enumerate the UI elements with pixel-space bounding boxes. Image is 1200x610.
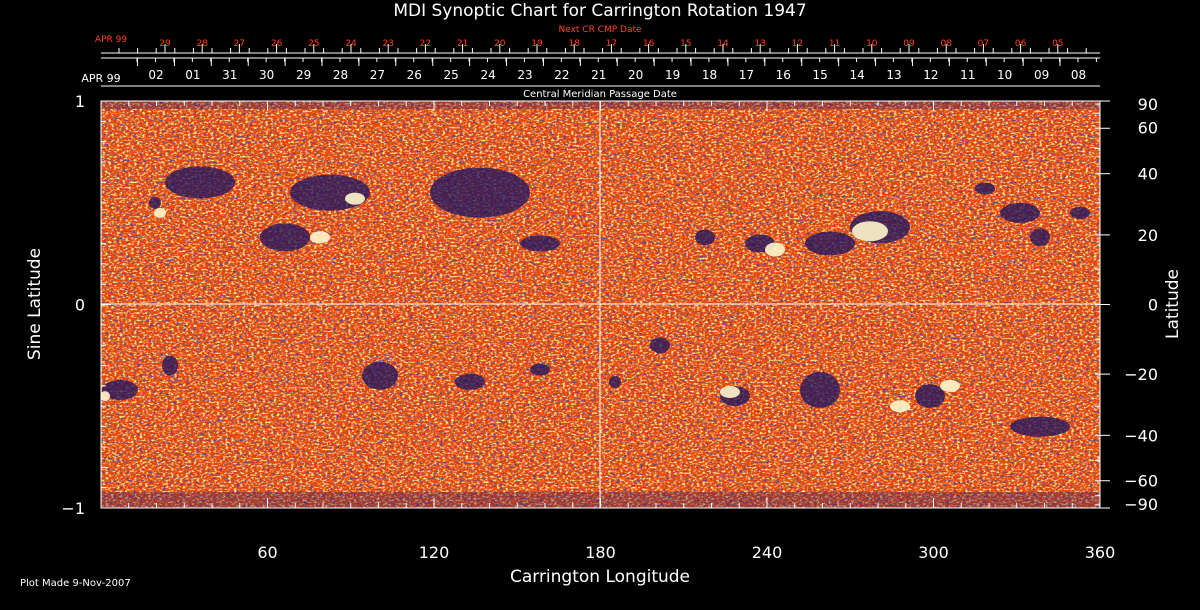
cmp-date-label: 17 [739, 68, 754, 82]
next-cr-axis-label: Next CR CMP Date [558, 25, 642, 35]
y-axis-left-label: Sine Latitude [25, 248, 45, 360]
next-cr-date-label: 12 [792, 39, 803, 49]
next-cr-date-label: 09 [903, 39, 915, 49]
cmp-month: APR 99 [81, 72, 120, 85]
x-tick-label: 300 [918, 543, 949, 562]
chart-title: MDI Synoptic Chart for Carrington Rotati… [393, 1, 806, 21]
cmp-date-label: 08 [1071, 68, 1086, 82]
next-cr-date-label: 18 [568, 39, 580, 49]
next-cr-date-label: 29 [159, 39, 171, 49]
cmp-date-label: 25 [444, 68, 459, 82]
y-right-tick-label: −20 [1124, 365, 1158, 384]
cmp-date-label: 22 [554, 68, 569, 82]
x-tick-label: 120 [419, 543, 450, 562]
cmp-date-label: 10 [997, 68, 1012, 82]
x-axis: 60 120 180 240 300 360 [128, 101, 1116, 562]
cmp-date-label: 13 [886, 68, 901, 82]
y-right-tick-label: −60 [1124, 472, 1158, 491]
x-tick-label: 180 [585, 543, 616, 562]
cmp-date-label: 27 [370, 68, 385, 82]
next-cr-date-label: 06 [1015, 39, 1027, 49]
next-cr-date-label: 13 [754, 39, 765, 49]
next-cr-date-label: 08 [940, 39, 952, 49]
x-tick-label: 240 [752, 543, 783, 562]
x-tick-label: 360 [1085, 543, 1116, 562]
cmp-date-axis: APR 99 02 01 31 30 29 28 27 26 25 24 23 22 21 20 19 18 1… [81, 57, 1100, 100]
y-right-tick-label: 20 [1138, 226, 1158, 245]
cmp-date-label: 16 [776, 68, 791, 82]
y-axis-right: 90 60 40 20 0 −20 −40 −60 −90 [1095, 95, 1158, 514]
next-cr-date-label: 24 [345, 39, 357, 49]
cmp-date-label: 29 [296, 68, 311, 82]
cmp-date-label: 30 [259, 68, 274, 82]
cmp-date-label: 09 [1034, 68, 1049, 82]
cmp-date-label: 24 [480, 68, 495, 82]
cmp-date-label: 12 [923, 68, 938, 82]
cmp-date-label: 19 [665, 68, 680, 82]
y-axis-left: 1 0 −1 [61, 92, 111, 518]
next-cr-date-label: 21 [457, 39, 468, 49]
cmp-date-label: 15 [813, 68, 828, 82]
next-cr-date-label: 28 [196, 39, 208, 49]
cmp-date-label: 21 [591, 68, 606, 82]
cmp-date-label: 02 [148, 68, 163, 82]
next-cr-date-label: 27 [234, 39, 245, 49]
next-cr-date-label: 07 [978, 39, 989, 49]
y-left-tick-label: −1 [61, 499, 85, 518]
cmp-date-label: 14 [849, 68, 864, 82]
cmp-date-label: 31 [222, 68, 237, 82]
y-left-tick-label: 1 [75, 92, 85, 111]
next-cr-date-label: 16 [643, 39, 655, 49]
cmp-date-label: 18 [702, 68, 717, 82]
next-cr-date-label: 25 [308, 39, 319, 49]
y-axis-right-label: Latitude [1163, 269, 1183, 339]
y-right-tick-label: 90 [1138, 95, 1158, 114]
next-cr-month: APR 99 [95, 35, 127, 45]
next-cr-date-label: 20 [494, 39, 506, 49]
next-cr-date-label: 15 [680, 39, 691, 49]
next-cr-date-label: 10 [866, 39, 878, 49]
next-cr-date-axis: Next CR CMP Date APR 99 29 28 27 26 25 24 23 22… [95, 25, 1100, 54]
cmp-date-label: 23 [517, 68, 532, 82]
x-axis-label: Carrington Longitude [510, 567, 690, 587]
y-left-tick-label: 0 [75, 296, 85, 315]
cmp-date-label: 11 [960, 68, 975, 82]
x-tick-label: 60 [257, 543, 277, 562]
next-cr-date-label: 23 [382, 39, 393, 49]
next-cr-date-label: 05 [1052, 39, 1063, 49]
next-cr-date-label: 14 [717, 39, 729, 49]
next-cr-date-label: 17 [606, 39, 617, 49]
cmp-date-label: 26 [407, 68, 422, 82]
next-cr-date-label: 11 [829, 39, 840, 49]
next-cr-date-label: 26 [271, 39, 283, 49]
cmp-date-label: 20 [628, 68, 643, 82]
y-right-tick-label: −90 [1124, 495, 1158, 514]
next-cr-date-label: 22 [420, 39, 431, 49]
plot-made-label: Plot Made 9-Nov-2007 [20, 578, 131, 589]
y-right-tick-label: 60 [1138, 118, 1158, 137]
cmp-date-label: 01 [185, 68, 200, 82]
cmp-date-label: 28 [333, 68, 348, 82]
next-cr-date-label: 19 [531, 39, 543, 49]
y-right-tick-label: −40 [1124, 426, 1158, 445]
y-right-tick-label: 40 [1138, 165, 1158, 184]
y-right-tick-label: 0 [1148, 296, 1158, 315]
cmp-axis-label: Central Meridian Passage Date [523, 89, 677, 100]
